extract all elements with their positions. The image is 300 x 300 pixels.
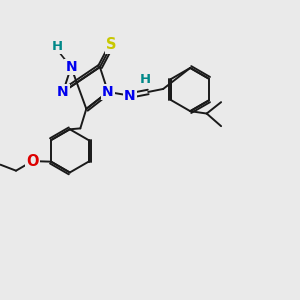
- Text: N: N: [65, 60, 77, 74]
- Text: H: H: [140, 73, 152, 86]
- Text: N: N: [102, 85, 114, 99]
- Text: N: N: [57, 85, 69, 99]
- Text: S: S: [106, 38, 117, 52]
- Text: H: H: [52, 40, 63, 52]
- Text: O: O: [26, 154, 39, 169]
- Text: N: N: [124, 88, 135, 103]
